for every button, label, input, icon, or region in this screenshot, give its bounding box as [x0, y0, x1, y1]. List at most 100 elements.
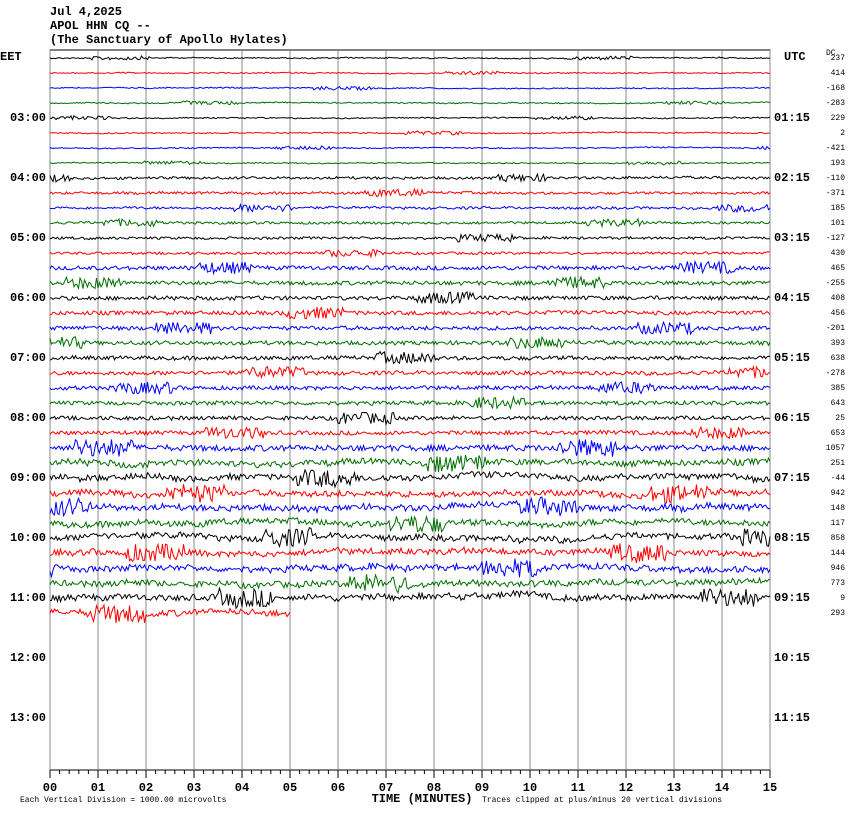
left-time-label: 11:00 — [10, 591, 46, 605]
x-tick-label: 04 — [235, 781, 249, 795]
right-time-label: 08:15 — [774, 531, 810, 545]
right-time-label: 01:15 — [774, 111, 810, 125]
trace — [49, 468, 771, 489]
dc-offset: 185 — [831, 204, 846, 213]
trace — [49, 380, 771, 396]
title-line: Jul 4,2025 — [50, 5, 122, 19]
trace — [49, 496, 771, 518]
trace — [49, 232, 770, 243]
trace — [49, 425, 771, 441]
dc-offset: -278 — [826, 369, 845, 378]
trace — [50, 217, 771, 229]
dc-offset: 2 — [840, 129, 845, 138]
trace — [49, 202, 771, 214]
trace — [49, 145, 771, 151]
left-time-label: 06:00 — [10, 291, 46, 305]
right-time-label: 06:15 — [774, 411, 810, 425]
dc-offset: 293 — [831, 609, 846, 618]
left-time-label: 05:00 — [10, 231, 46, 245]
dc-offset: 385 — [831, 384, 846, 393]
x-tick-label: 01 — [91, 781, 105, 795]
trace — [49, 305, 771, 320]
dc-offset: 643 — [831, 399, 846, 408]
trace — [49, 114, 771, 121]
left-time-label: 07:00 — [10, 351, 46, 365]
dc-offset: 414 — [831, 69, 846, 78]
dc-offset: -201 — [826, 324, 845, 333]
dc-offset: 942 — [831, 489, 846, 498]
x-tick-label: 03 — [187, 781, 201, 795]
right-time-label: 04:15 — [774, 291, 810, 305]
x-tick-label: 06 — [331, 781, 345, 795]
dc-offset: 237 — [831, 54, 846, 63]
footnote-right: Traces clipped at plus/minus 20 vertical… — [482, 796, 722, 805]
trace — [49, 99, 771, 106]
left-time-label: 12:00 — [10, 651, 46, 665]
right-time-label: 07:15 — [774, 471, 810, 485]
right-header: UTC — [784, 50, 806, 64]
title-line: APOL HHN CQ -- — [50, 19, 151, 33]
dc-offset: 393 — [831, 339, 846, 348]
dc-offset: 858 — [831, 534, 846, 543]
right-time-label: 09:15 — [774, 591, 810, 605]
right-time-label: 03:15 — [774, 231, 810, 245]
dc-offset: 148 — [831, 504, 846, 513]
trace — [49, 603, 291, 624]
trace — [49, 259, 771, 276]
dc-offset: -255 — [826, 279, 845, 288]
right-time-label: 11:15 — [774, 711, 810, 725]
trace — [49, 527, 771, 549]
dc-offset: 653 — [831, 429, 846, 438]
dc-offset: 193 — [831, 159, 846, 168]
dc-offset: 638 — [831, 354, 846, 363]
x-tick-label: 12 — [619, 781, 633, 795]
trace — [49, 558, 771, 579]
x-tick-label: 15 — [763, 781, 777, 795]
dc-offset: -421 — [826, 144, 845, 153]
right-time-label: 05:15 — [774, 351, 810, 365]
dc-offset: 101 — [831, 219, 846, 228]
left-time-label: 04:00 — [10, 171, 46, 185]
trace — [49, 350, 771, 365]
x-tick-label: 13 — [667, 781, 681, 795]
footnote-left: Each Vertical Division = 1000.00 microvo… — [20, 796, 227, 805]
trace — [49, 542, 771, 564]
trace — [49, 290, 771, 305]
dc-offset: 430 — [831, 249, 846, 258]
left-time-label: 03:00 — [10, 111, 46, 125]
trace — [49, 586, 771, 610]
trace — [49, 320, 771, 336]
x-tick-label: 14 — [715, 781, 729, 795]
dc-header: DC — [826, 49, 836, 58]
dc-offset: 144 — [831, 549, 846, 558]
dc-offset: 946 — [831, 564, 846, 573]
trace — [49, 365, 771, 380]
dc-offset: -110 — [826, 174, 845, 183]
dc-offset: -127 — [826, 234, 845, 243]
right-time-label: 10:15 — [774, 651, 810, 665]
dc-offset: 773 — [831, 579, 846, 588]
trace — [49, 454, 771, 473]
trace — [49, 55, 771, 61]
dc-offset: -44 — [831, 474, 846, 483]
trace — [49, 85, 771, 91]
left-time-label: 08:00 — [10, 411, 46, 425]
dc-offset: 9 — [840, 594, 845, 603]
dc-offset: -371 — [826, 189, 845, 198]
left-time-label: 10:00 — [10, 531, 46, 545]
x-axis-label: TIME (MINUTES) — [372, 792, 473, 806]
dc-offset: 408 — [831, 294, 846, 303]
x-tick-label: 10 — [523, 781, 537, 795]
trace — [49, 275, 771, 291]
trace — [49, 187, 771, 198]
trace — [49, 249, 771, 259]
x-tick-label: 00 — [43, 781, 57, 795]
trace — [49, 70, 771, 76]
x-tick-label: 09 — [475, 781, 489, 795]
x-tick-label: 11 — [571, 781, 585, 795]
dc-offset: 25 — [835, 414, 845, 423]
trace — [50, 130, 771, 136]
right-time-label: 02:15 — [774, 171, 810, 185]
